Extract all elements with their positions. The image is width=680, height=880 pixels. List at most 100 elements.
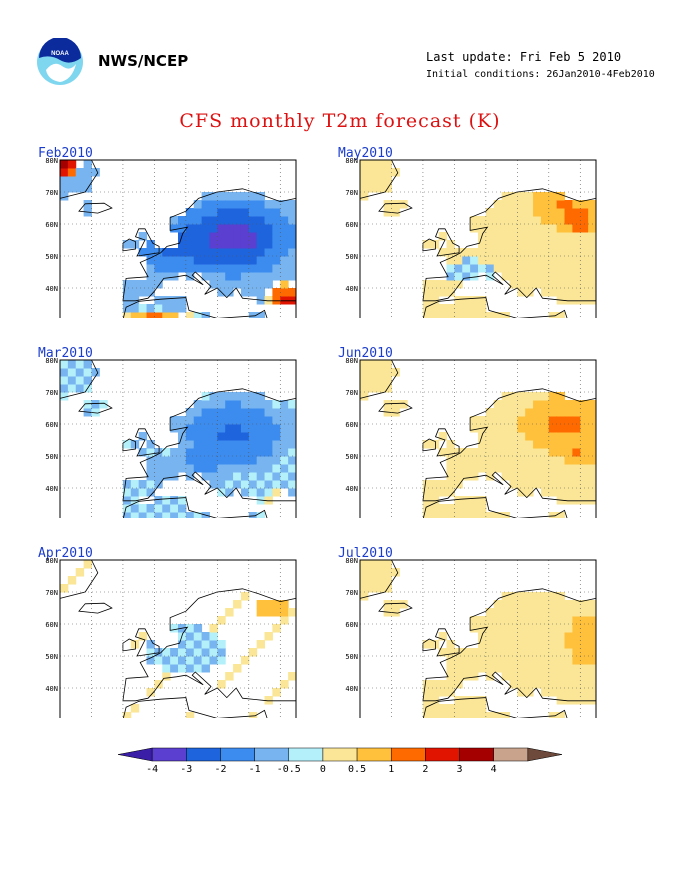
- anomaly-cell: [533, 272, 542, 281]
- anomaly-cell: [509, 416, 518, 425]
- anomaly-cell: [580, 496, 589, 505]
- anomaly-cell: [360, 168, 369, 177]
- anomaly-cell: [509, 200, 518, 209]
- anomaly-cell: [485, 248, 495, 257]
- anomaly-cell: [209, 624, 218, 633]
- anomaly-cell: [272, 216, 281, 225]
- plot-frame: [359, 559, 597, 718]
- anomaly-cell: [185, 224, 195, 233]
- anomaly-cell: [485, 216, 495, 225]
- anomaly-cell: [185, 312, 195, 318]
- colorbar-tick-label: 0.5: [348, 764, 366, 775]
- anomaly-cell: [67, 368, 77, 377]
- anomaly-cell: [178, 648, 187, 657]
- anomaly-cell: [272, 264, 281, 273]
- anomaly-cell: [533, 200, 542, 209]
- anomaly-cell: [225, 240, 234, 249]
- anomaly-cell: [256, 192, 266, 201]
- lat-tick-label: 80N: [345, 357, 358, 365]
- anomaly-cell: [367, 168, 377, 177]
- anomaly-cell: [201, 664, 210, 673]
- anomaly-cell: [272, 480, 281, 489]
- anomaly-cell: [533, 280, 542, 289]
- anomaly-cell: [430, 512, 440, 518]
- anomaly-cell: [217, 208, 226, 217]
- anomaly-cell: [383, 560, 392, 569]
- anomaly-cell: [217, 272, 226, 281]
- anomaly-cell: [256, 408, 266, 417]
- anomaly-cell: [256, 248, 266, 257]
- anomaly-cell: [564, 400, 573, 409]
- anomaly-cell: [280, 440, 289, 449]
- anomaly-cell: [193, 312, 203, 318]
- anomaly-cell: [588, 496, 597, 505]
- anomaly-cell: [572, 688, 581, 697]
- anomaly-cell: [248, 392, 258, 401]
- anomaly-cell: [201, 216, 210, 225]
- anomaly-cell: [178, 416, 187, 425]
- anomaly-cell: [588, 664, 597, 673]
- anomaly-cell: [193, 664, 203, 673]
- anomaly-cell: [438, 288, 448, 297]
- anomaly-cell: [256, 208, 266, 217]
- anomaly-cell: [446, 480, 455, 489]
- anomaly-cell: [178, 440, 187, 449]
- anomaly-cell: [60, 192, 69, 201]
- anomaly-cell: [485, 632, 495, 641]
- anomaly-cell: [564, 408, 573, 417]
- anomaly-cell: [572, 256, 581, 265]
- anomaly-cell: [556, 608, 566, 617]
- anomaly-cell: [548, 432, 558, 441]
- anomaly-cell: [525, 216, 534, 225]
- anomaly-cell: [209, 280, 218, 289]
- anomaly-cell: [478, 240, 487, 249]
- anomaly-cell: [256, 312, 266, 318]
- anomaly-cell: [454, 696, 463, 705]
- anomaly-cell: [548, 272, 558, 281]
- anomaly-cell: [588, 680, 597, 689]
- anomaly-cell: [170, 624, 179, 633]
- anomaly-cell: [525, 264, 534, 273]
- anomaly-cell: [264, 472, 273, 481]
- anomaly-cell: [478, 640, 487, 649]
- anomaly-cell: [256, 232, 266, 241]
- anomaly-cell: [422, 496, 432, 505]
- anomaly-cell: [588, 248, 597, 257]
- anomaly-cell: [493, 240, 503, 249]
- anomaly-cell: [430, 488, 440, 497]
- anomaly-cell: [485, 656, 495, 665]
- anomaly-cell: [367, 160, 377, 169]
- anomaly-cell: [462, 712, 471, 718]
- anomaly-cell: [201, 248, 210, 257]
- anomaly-cell: [170, 496, 179, 505]
- anomaly-cell: [193, 224, 203, 233]
- anomaly-cell: [548, 288, 558, 297]
- anomaly-cell: [572, 288, 581, 297]
- plot-frame: [359, 159, 597, 318]
- anomaly-cell: [493, 400, 503, 409]
- anomaly-cell: [272, 464, 281, 473]
- anomaly-cell: [193, 240, 203, 249]
- colorbar-segment: [288, 747, 324, 762]
- map-panel-mar2010: Mar2010 80N70N60N50N40N30N30W20W10W010E2…: [36, 346, 298, 518]
- anomaly-cell: [556, 632, 566, 641]
- anomaly-cell: [556, 480, 566, 489]
- anomaly-cell: [462, 272, 471, 281]
- anomaly-cell: [217, 256, 226, 265]
- anomaly-cell: [509, 480, 518, 489]
- anomaly-cell: [533, 216, 542, 225]
- anomaly-cell: [280, 200, 289, 209]
- anomaly-cell: [548, 512, 558, 518]
- anomaly-cell: [470, 512, 479, 518]
- anomaly-cell: [564, 624, 573, 633]
- anomaly-cell: [288, 456, 297, 465]
- anomaly-cell: [485, 464, 495, 473]
- anomaly-cell: [517, 224, 526, 233]
- coastline: [434, 428, 460, 457]
- anomaly-cell: [240, 264, 250, 273]
- anomaly-cell: [288, 256, 297, 265]
- panel-title: Feb2010: [38, 146, 93, 161]
- anomaly-cell: [288, 448, 297, 457]
- map-plot: 80N70N60N50N40N30N30W20W10W010E20E30E40E: [345, 357, 597, 518]
- lat-tick-label: 70N: [45, 589, 58, 597]
